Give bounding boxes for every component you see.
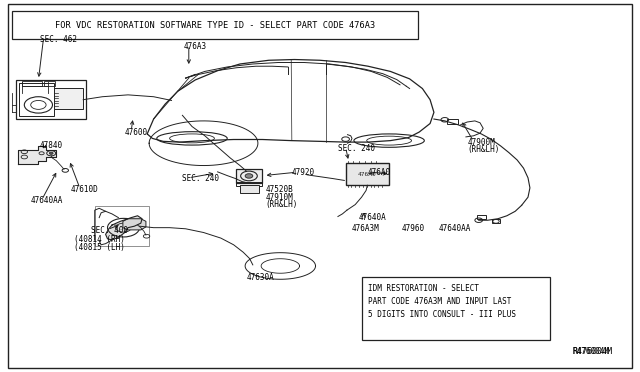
Bar bbox=[12, 11, 418, 39]
Text: (40814 (RH): (40814 (RH) bbox=[74, 235, 124, 244]
Text: (RH&LH): (RH&LH) bbox=[467, 145, 500, 154]
Polygon shape bbox=[18, 146, 56, 164]
Polygon shape bbox=[123, 219, 146, 230]
Bar bbox=[492, 219, 500, 223]
Text: 47610D: 47610D bbox=[70, 185, 98, 194]
Text: R476004M: R476004M bbox=[573, 347, 613, 356]
Text: 476A3M: 476A3M bbox=[352, 224, 380, 233]
Text: 47840: 47840 bbox=[40, 141, 63, 150]
Text: SEC. 462: SEC. 462 bbox=[40, 35, 77, 44]
Bar bbox=[477, 215, 486, 219]
Text: 5 DIGITS INTO CONSULT - III PLUS: 5 DIGITS INTO CONSULT - III PLUS bbox=[368, 310, 516, 319]
Text: 47920: 47920 bbox=[291, 169, 314, 177]
Text: PART CODE 476A3M AND INPUT LAST: PART CODE 476A3M AND INPUT LAST bbox=[368, 297, 511, 306]
Text: 47600: 47600 bbox=[125, 128, 148, 137]
Text: IDM RESTORATION - SELECT: IDM RESTORATION - SELECT bbox=[368, 284, 479, 293]
Text: 476A0: 476A0 bbox=[358, 171, 377, 177]
Polygon shape bbox=[106, 216, 142, 240]
Text: 47960: 47960 bbox=[402, 224, 425, 233]
Text: 47900M: 47900M bbox=[467, 138, 495, 147]
Text: 47640AA: 47640AA bbox=[31, 196, 63, 205]
Bar bbox=[236, 169, 262, 183]
Text: 47630A: 47630A bbox=[246, 273, 274, 282]
Text: 47520B: 47520B bbox=[266, 185, 293, 194]
Text: SEC. 240: SEC. 240 bbox=[338, 144, 375, 153]
Text: FOR VDC RESTORATION SOFTWARE TYPE ID - SELECT PART CODE 476A3: FOR VDC RESTORATION SOFTWARE TYPE ID - S… bbox=[54, 20, 375, 30]
Bar bbox=[240, 185, 259, 193]
Bar bbox=[54, 88, 83, 109]
Text: 476A3: 476A3 bbox=[184, 42, 207, 51]
Bar bbox=[19, 83, 54, 116]
Bar bbox=[447, 119, 458, 124]
Text: (40815 (LH): (40815 (LH) bbox=[74, 243, 124, 252]
Bar bbox=[44, 81, 55, 86]
Circle shape bbox=[245, 174, 253, 178]
Bar bbox=[362, 277, 550, 340]
Text: SEC. 400: SEC. 400 bbox=[91, 226, 128, 235]
Text: 476A0: 476A0 bbox=[368, 169, 391, 177]
Bar bbox=[16, 80, 86, 119]
Bar bbox=[22, 81, 42, 86]
Text: 47640A: 47640A bbox=[358, 213, 386, 222]
Bar bbox=[236, 182, 262, 186]
Text: R476004M: R476004M bbox=[573, 347, 610, 356]
Text: (RH&LH): (RH&LH) bbox=[266, 200, 298, 209]
Circle shape bbox=[49, 152, 53, 154]
Text: 47910M: 47910M bbox=[266, 193, 293, 202]
Text: SEC. 240: SEC. 240 bbox=[182, 174, 220, 183]
Bar bbox=[346, 163, 389, 185]
Text: 47640AA: 47640AA bbox=[438, 224, 471, 233]
Bar bbox=[95, 206, 149, 246]
